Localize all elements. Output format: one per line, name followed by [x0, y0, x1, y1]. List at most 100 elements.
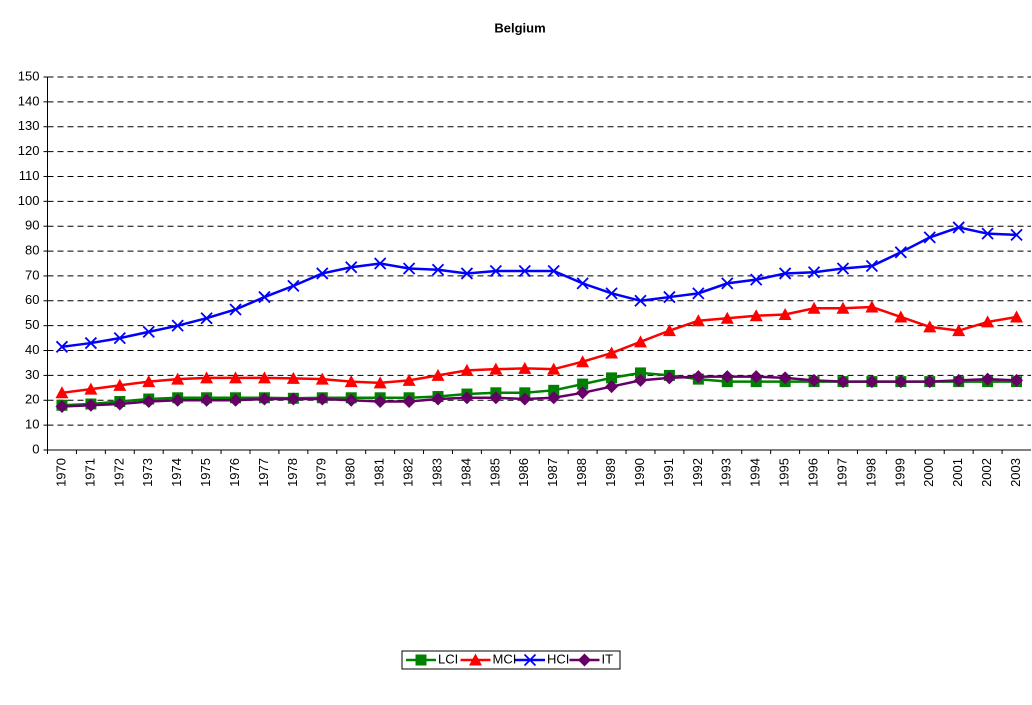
x-tick-label: 1992: [690, 458, 705, 487]
legend-box: [401, 650, 621, 670]
marker: [402, 395, 416, 409]
marker: [286, 392, 300, 406]
x-tick-label: 1995: [777, 458, 792, 487]
x-tick-label: 1989: [603, 458, 618, 487]
marker: [55, 386, 69, 399]
x-tick-label: 1997: [834, 458, 849, 487]
marker: [518, 264, 531, 278]
marker: [749, 370, 763, 384]
x-tick-label: 1973: [140, 458, 155, 487]
marker: [606, 372, 618, 384]
marker: [662, 371, 676, 385]
marker: [171, 372, 185, 385]
x-tick-label: 1971: [82, 458, 97, 487]
x-tick-label: 1993: [719, 458, 734, 487]
x-tick-label: 1990: [632, 458, 647, 487]
marker: [807, 373, 821, 387]
marker: [865, 259, 879, 273]
marker: [460, 267, 474, 280]
marker: [894, 246, 907, 259]
marker: [229, 303, 242, 316]
x-tick-label: 1988: [574, 458, 589, 487]
y-tick-label: 50: [25, 317, 39, 332]
marker: [200, 312, 213, 325]
marker: [634, 367, 646, 379]
marker: [894, 310, 908, 323]
x-tick-label: 1982: [401, 458, 416, 487]
x-tick-label: 1998: [863, 458, 878, 487]
marker: [547, 362, 561, 375]
x-tick-label: 2002: [979, 458, 994, 487]
marker: [547, 264, 560, 278]
marker: [469, 653, 482, 666]
marker: [171, 393, 185, 407]
y-tick-label: 110: [19, 168, 40, 183]
marker: [981, 372, 995, 386]
y-tick-label: 10: [25, 417, 39, 432]
marker: [257, 371, 271, 384]
marker: [548, 384, 560, 396]
x-tick-label: 1994: [748, 458, 763, 487]
marker: [489, 264, 502, 278]
marker: [720, 370, 734, 384]
marker: [605, 287, 618, 300]
x-tick-label: 1996: [805, 458, 820, 487]
marker: [460, 363, 474, 376]
marker: [981, 315, 995, 328]
marker: [1010, 310, 1024, 323]
y-tick-label: 120: [18, 143, 40, 158]
marker: [518, 392, 532, 406]
marker: [952, 373, 966, 387]
marker: [634, 294, 647, 307]
marker: [952, 221, 965, 234]
marker: [315, 392, 329, 406]
marker: [489, 391, 503, 405]
marker: [633, 335, 647, 348]
marker: [663, 290, 676, 304]
marker: [415, 654, 427, 666]
legend-label: HCI: [547, 651, 569, 666]
marker: [229, 371, 243, 384]
x-tick-label: 1991: [661, 458, 676, 487]
marker: [578, 653, 591, 667]
marker: [523, 653, 537, 667]
marker: [778, 371, 792, 385]
marker: [84, 336, 98, 350]
marker: [836, 301, 850, 314]
y-tick-label: 0: [32, 441, 39, 456]
marker: [605, 346, 619, 359]
x-tick-label: 1984: [458, 458, 473, 487]
marker: [807, 301, 821, 314]
marker: [749, 309, 763, 322]
x-tick-label: 1999: [892, 458, 907, 487]
y-tick-label: 130: [18, 118, 40, 133]
marker: [286, 371, 300, 384]
marker: [258, 290, 271, 304]
y-tick-label: 100: [18, 193, 40, 208]
x-tick-label: 1981: [372, 458, 387, 487]
marker: [836, 375, 850, 389]
y-tick-label: 90: [25, 218, 39, 233]
marker: [577, 378, 589, 390]
x-tick-label: 1974: [169, 458, 184, 487]
marker: [518, 361, 532, 374]
x-tick-label: 1970: [53, 458, 68, 487]
marker: [865, 375, 879, 389]
marker: [373, 395, 387, 409]
marker: [55, 399, 69, 413]
marker: [200, 371, 214, 384]
y-tick-label: 150: [18, 68, 40, 83]
x-tick-label: 1975: [198, 458, 213, 487]
marker: [1010, 373, 1024, 387]
legend-label: MCI: [493, 651, 517, 666]
marker: [576, 355, 590, 368]
x-tick-label: 2000: [921, 458, 936, 487]
marker: [691, 370, 705, 384]
marker: [981, 227, 994, 240]
marker: [200, 393, 214, 407]
marker: [778, 307, 792, 320]
marker: [460, 391, 474, 405]
marker: [84, 382, 98, 395]
y-tick-label: 80: [25, 243, 39, 258]
